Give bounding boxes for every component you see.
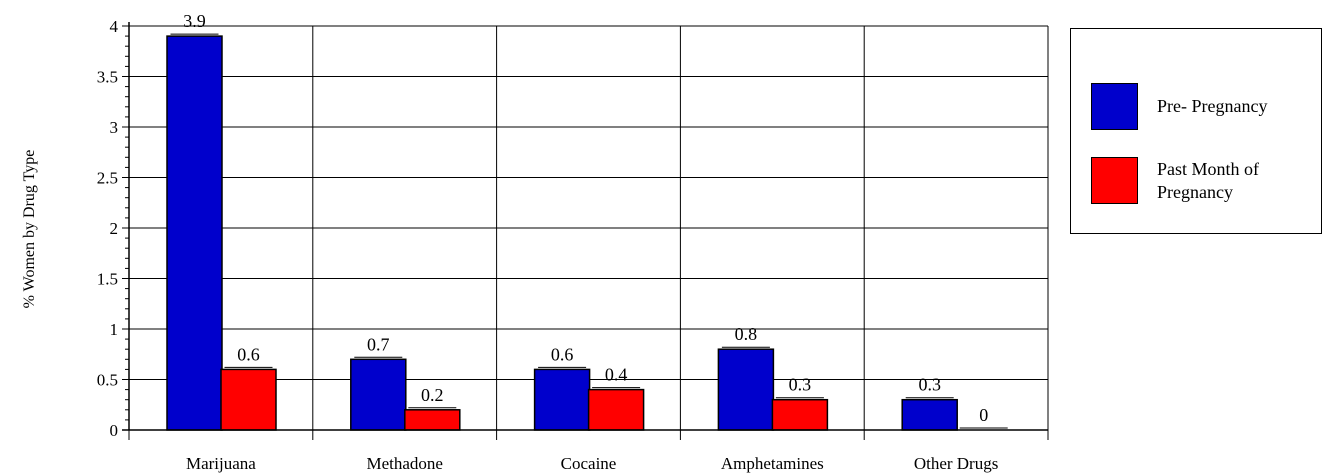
legend-item-past-month: Past Month of Pregnancy <box>1091 157 1307 204</box>
bar <box>166 35 223 431</box>
bar <box>350 358 407 431</box>
bar <box>404 409 461 431</box>
x-tick-label: Other Drugs <box>914 454 999 473</box>
bar <box>717 348 775 431</box>
legend-swatch-pre-pregnancy <box>1091 83 1138 130</box>
legend-label-past-month-line2: Pregnancy <box>1157 181 1233 202</box>
legend-item-pre-pregnancy: Pre- Pregnancy <box>1091 83 1307 130</box>
y-tick-label: 2.5 <box>97 169 118 188</box>
x-tick-label: Methadone <box>366 454 442 473</box>
legend-swatch-past-month <box>1091 157 1138 204</box>
y-tick-label: 0 <box>110 421 119 440</box>
bar <box>220 368 277 431</box>
x-tick-label: Marijuana <box>186 454 256 473</box>
labels: 0 0.5 1 1.5 2 2.5 3 3.5 4 3.9 0.7 0.6 0.8 0.3 0.6 0.2 0.… <box>97 11 1008 473</box>
bar <box>587 388 645 431</box>
bars <box>166 35 958 431</box>
y-tick-label: 4 <box>110 17 119 36</box>
bar <box>771 398 829 431</box>
bar <box>533 368 591 431</box>
data-label: 0.3 <box>789 375 812 395</box>
data-label: 3.9 <box>183 11 206 31</box>
y-tick-label: 2 <box>110 219 119 238</box>
legend: Pre- Pregnancy Past Month of Pregnancy <box>1070 28 1322 234</box>
y-axis-label: % Women by Drug Type <box>21 150 38 309</box>
data-label: 0.8 <box>735 324 758 344</box>
y-tick-label: 1 <box>110 320 119 339</box>
x-tick-label: Amphetamines <box>721 454 824 473</box>
y-tick-label: 1.5 <box>97 270 118 289</box>
data-label: 0.6 <box>551 344 574 364</box>
y-tick-label: 3.5 <box>97 68 118 87</box>
data-label: 0.2 <box>421 385 444 405</box>
data-label: 0 <box>979 405 988 425</box>
legend-label-past-month: Past Month of Pregnancy <box>1157 158 1307 204</box>
data-label: 0.6 <box>237 344 260 364</box>
gridlines <box>129 25 1049 430</box>
bar <box>901 398 958 431</box>
y-tick-label: 3 <box>110 118 119 137</box>
legend-label-pre-pregnancy: Pre- Pregnancy <box>1157 96 1268 116</box>
data-label: 0.4 <box>605 365 628 385</box>
x-tick-label: Cocaine <box>561 454 617 473</box>
data-label: 0.3 <box>918 375 941 395</box>
y-tick-label: 0.5 <box>97 371 118 390</box>
axes <box>122 22 1049 440</box>
data-label: 0.7 <box>367 334 390 354</box>
legend-label-past-month-line1: Past Month of <box>1157 158 1260 179</box>
